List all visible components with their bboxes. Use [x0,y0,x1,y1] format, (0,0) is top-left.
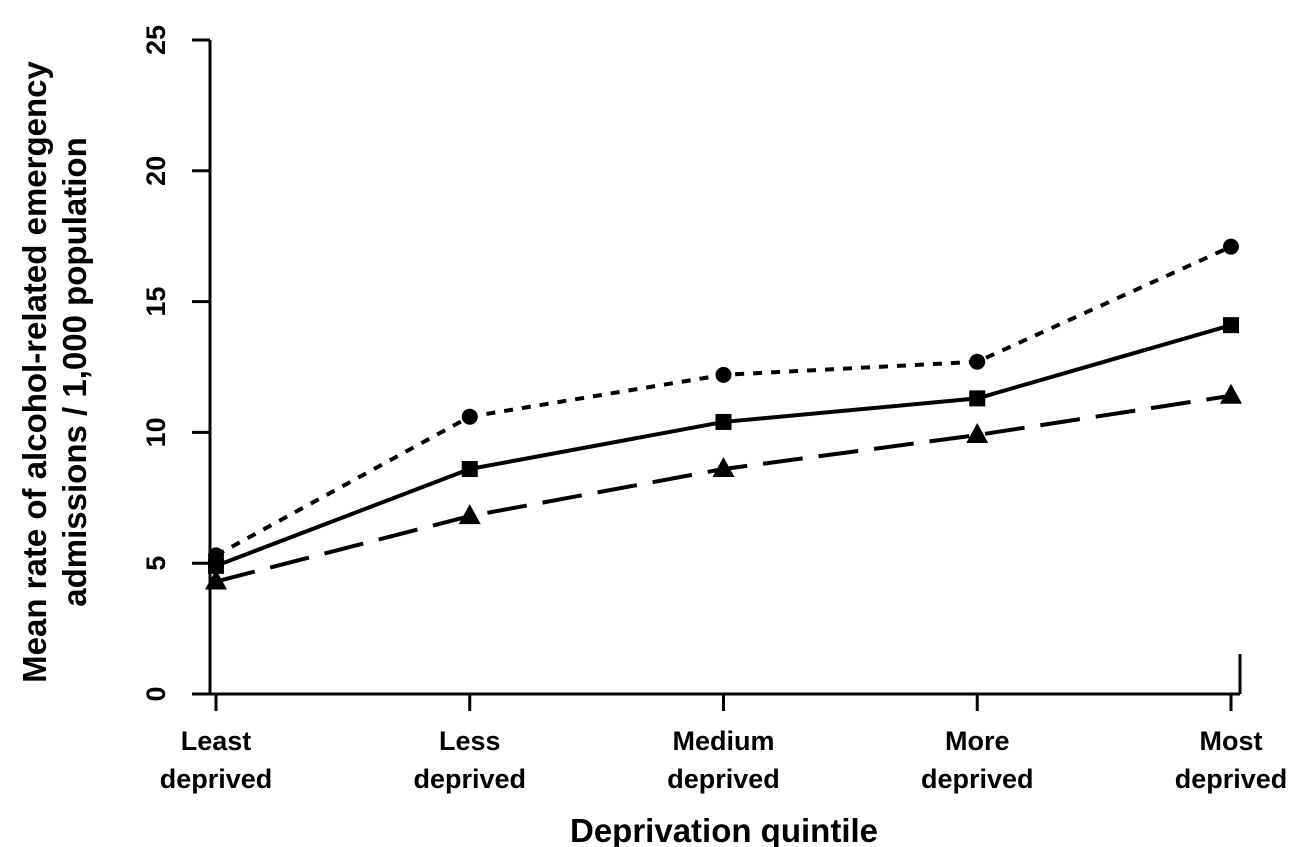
x-axis: Least deprived Less deprived Medium deprived M… [160,694,1288,794]
data-point-triangle [966,423,989,444]
series-square [208,317,1239,574]
y-axis-title-line: Mean rate of alcohol-related emergency [16,61,53,683]
y-tick-label: 20 [141,156,171,186]
x-tick-label: deprived [413,764,526,794]
x-tick-label: deprived [921,764,1034,794]
x-tick-label: Medium [672,726,774,756]
y-axis: 0 5 10 15 20 25 [141,25,210,702]
series-triangle [205,383,1242,590]
x-tick-label: Less [439,726,501,756]
x-tick-label: Most [1200,726,1263,756]
data-point-square [969,390,986,407]
data-point-square [461,461,478,478]
data-point-triangle [458,504,481,525]
data-point-triangle [712,457,735,478]
data-point-square [1223,317,1239,334]
data-point-circle [461,408,478,425]
data-point-triangle [1220,383,1242,404]
series-layer [205,238,1242,590]
y-tick-label: 10 [141,417,171,447]
x-tick-label: More [945,726,1010,756]
y-tick-label: 5 [141,556,171,571]
data-point-triangle [205,569,227,590]
series-line [215,323,1232,568]
data-point-square [208,557,224,574]
x-tick-label: deprived [160,764,273,794]
x-axis-title: Deprivation quintile [570,812,878,847]
series-circle [208,238,1239,564]
y-tick-label: 0 [141,686,171,701]
x-tick-label: deprived [1175,764,1288,794]
data-point-circle [715,366,732,383]
data-point-circle [1223,238,1239,255]
y-axis-title: Mean rate of alcohol-related emergency ad… [16,61,93,683]
y-tick-label: 25 [141,25,171,55]
y-tick-label: 15 [141,287,171,317]
x-tick-label: deprived [667,764,780,794]
data-point-square [715,413,732,430]
y-axis-title-line: admissions / 1,000 population [56,137,93,606]
x-tick-label: Least [181,726,252,756]
data-point-circle [969,353,986,370]
